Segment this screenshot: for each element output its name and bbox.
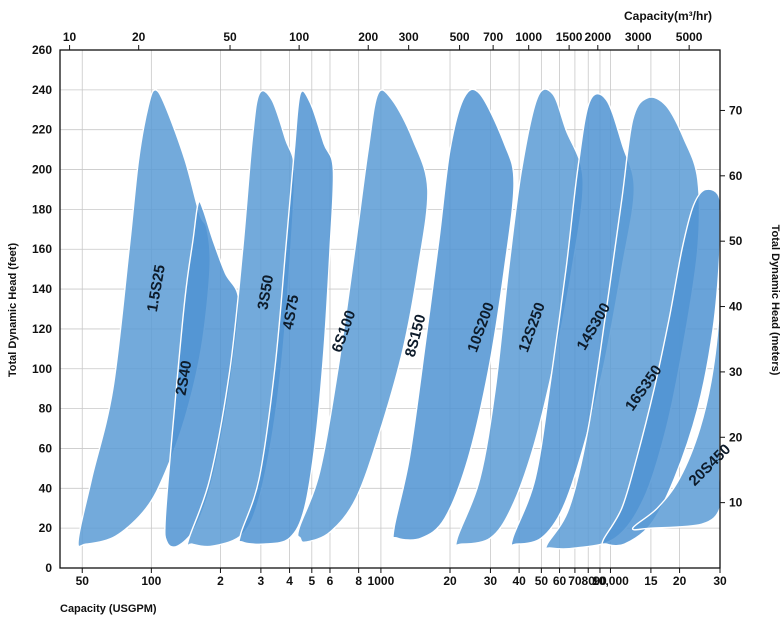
y-left-tick: 100 bbox=[32, 362, 52, 376]
y-right-tick: 40 bbox=[729, 300, 743, 314]
curve-2S40 bbox=[164, 200, 240, 548]
x-bottom-tick: 15 bbox=[644, 574, 658, 588]
y-left-tick: 40 bbox=[39, 481, 53, 495]
x-top-tick: 3000 bbox=[625, 30, 652, 44]
x-bottom-tick: 40 bbox=[512, 574, 526, 588]
x-bottom-tick: 20 bbox=[443, 574, 457, 588]
y-left-tick: 60 bbox=[39, 441, 53, 455]
y-left-tick: 240 bbox=[32, 83, 52, 97]
x-bottom-tick: 30 bbox=[484, 574, 498, 588]
x-top-tick: 100 bbox=[289, 30, 309, 44]
x-bottom-tick: 2 bbox=[217, 574, 224, 588]
curve-8S150 bbox=[392, 88, 515, 541]
y-right-tick: 60 bbox=[729, 169, 743, 183]
pump-curves bbox=[77, 88, 723, 550]
x-top-tick: 200 bbox=[358, 30, 378, 44]
x-bottom-tick: 80 bbox=[582, 574, 596, 588]
x-top-tick: 50 bbox=[223, 30, 237, 44]
x-bottom-tick: 50 bbox=[535, 574, 549, 588]
x-top-tick: 300 bbox=[399, 30, 419, 44]
x-bottom-tick: 3 bbox=[258, 574, 265, 588]
plot-frame bbox=[59, 49, 721, 569]
x-bottom-tick: 30 bbox=[713, 574, 727, 588]
y-right-tick: 10 bbox=[729, 496, 743, 510]
y-left-tick: 180 bbox=[32, 202, 52, 216]
y-right-tick: 30 bbox=[729, 365, 743, 379]
y-left-tick: 80 bbox=[39, 402, 53, 416]
x-bottom-tick: 8 bbox=[355, 574, 362, 588]
x-bottom-tick: 100 bbox=[141, 574, 161, 588]
x-bottom-tick: 1000 bbox=[368, 574, 395, 588]
x-top-tick: 2000 bbox=[584, 30, 611, 44]
y-left-tick: 260 bbox=[32, 43, 52, 57]
y-left-tick: 120 bbox=[32, 322, 52, 336]
x-top-tick: 20 bbox=[132, 30, 146, 44]
label-4S75: 4S75 bbox=[280, 293, 303, 330]
label-2S40: 2S40 bbox=[173, 359, 196, 396]
x-bottom-tick: 60 bbox=[553, 574, 567, 588]
x-bottom-tick: 5 bbox=[308, 574, 315, 588]
curve-10S200 bbox=[455, 88, 584, 546]
x-top-tick: 700 bbox=[483, 30, 503, 44]
top-axis-title: Capacity(m³/hr) bbox=[624, 9, 712, 23]
y-left-tick: 0 bbox=[45, 561, 52, 575]
y-left-tick: 200 bbox=[32, 163, 52, 177]
label-3S50: 3S50 bbox=[255, 274, 278, 311]
x-top-tick: 1000 bbox=[515, 30, 542, 44]
right-axis-title: Total Dynamic Head (meters) bbox=[769, 225, 781, 376]
x-bottom-tick: 70 bbox=[568, 574, 582, 588]
y-right-tick: 70 bbox=[729, 103, 743, 117]
x-top-tick: 500 bbox=[450, 30, 470, 44]
x-bottom-tick: 6 bbox=[327, 574, 334, 588]
x-bottom-tick: 50 bbox=[76, 574, 90, 588]
x-bottom-tick: 90 bbox=[593, 574, 607, 588]
y-left-tick: 140 bbox=[32, 282, 52, 296]
left-axis-title: Total Dynamic Head (feet) bbox=[7, 243, 19, 378]
y-right-tick: 50 bbox=[729, 234, 743, 248]
x-top-tick: 1500 bbox=[556, 30, 583, 44]
y-right-tick: 20 bbox=[729, 430, 743, 444]
y-left-tick: 220 bbox=[32, 123, 52, 137]
curve-4S75 bbox=[238, 90, 335, 546]
y-left-tick: 20 bbox=[39, 521, 53, 535]
x-bottom-tick: 4 bbox=[286, 574, 293, 588]
y-left-tick: 160 bbox=[32, 242, 52, 256]
bottom-axis-title: Capacity (USGPM) bbox=[60, 603, 157, 615]
x-top-tick: 10 bbox=[63, 30, 77, 44]
x-bottom-tick: 10,000 bbox=[592, 574, 629, 588]
x-top-tick: 5000 bbox=[676, 30, 703, 44]
curve-6S100 bbox=[297, 89, 429, 544]
x-bottom-tick: 20 bbox=[673, 574, 687, 588]
